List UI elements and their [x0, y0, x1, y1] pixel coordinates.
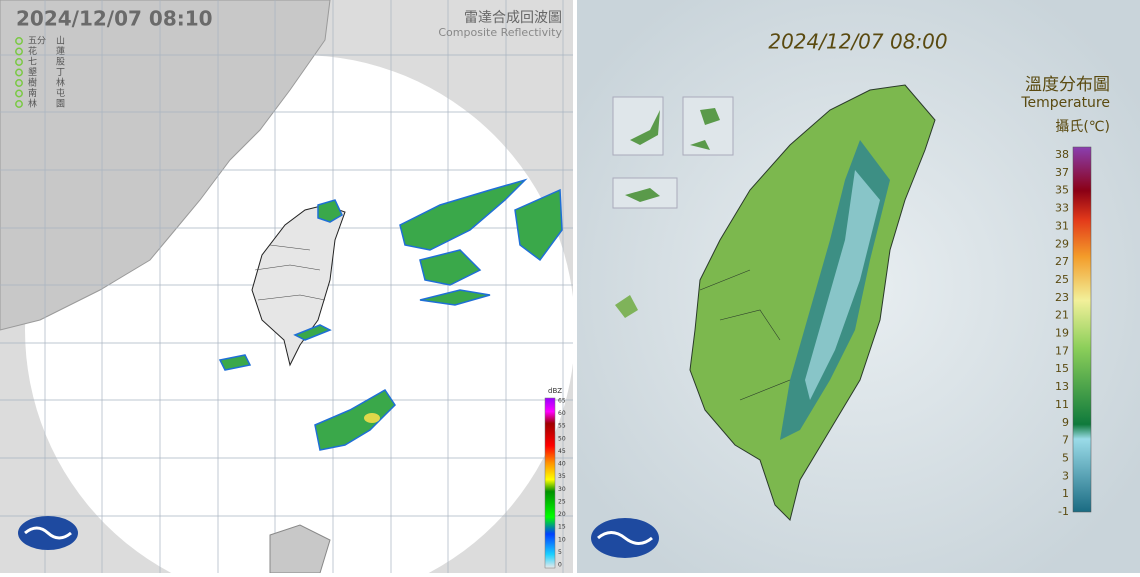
station-marker: [15, 79, 23, 87]
temperature-tick-label: 21: [1055, 309, 1069, 322]
station-name: 五分: [28, 36, 46, 47]
temperature-tick-label: 17: [1055, 344, 1069, 357]
station-name: 七: [28, 57, 37, 68]
temperature-tick-label: 15: [1055, 362, 1069, 375]
station-name: 花: [28, 45, 37, 57]
dbz-tick-label: 15: [558, 524, 566, 531]
dbz-tick-label: 25: [558, 498, 566, 505]
temperature-tick-label: 38: [1055, 148, 1069, 161]
temperature-unit: 攝氏(℃): [1055, 119, 1110, 135]
station-list: 五分 山花 蓮七 股墾 丁樹 林南 屯林園: [15, 36, 65, 110]
dbz-tick-label: 35: [558, 473, 566, 480]
temperature-timestamp: 2024/12/07 08:00: [768, 30, 947, 54]
station-name: 蓮: [56, 45, 65, 57]
temperature-tick-label: 19: [1055, 327, 1069, 340]
temperature-title: 溫度分布圖: [1025, 75, 1110, 95]
dbz-tick-label: 60: [558, 410, 566, 417]
radar-title: 雷達合成回波圖: [464, 10, 562, 26]
station-marker: [15, 58, 23, 66]
temperature-panel: [577, 0, 1140, 573]
dbz-tick-label: 40: [558, 461, 566, 468]
temperature-tick-label: 13: [1055, 380, 1069, 393]
temperature-tick-label: 31: [1055, 219, 1069, 232]
station-name: 園: [56, 99, 65, 110]
station-marker: [15, 89, 23, 98]
temperature-tick-label: 37: [1055, 166, 1069, 179]
temperature-tick-label: 27: [1055, 255, 1069, 268]
dbz-tick-label: 20: [558, 511, 566, 518]
temperature-tick-label: 3: [1062, 469, 1069, 482]
temperature-tick-label: 9: [1062, 416, 1069, 429]
temperature-tick-label: 23: [1055, 291, 1069, 304]
station-name: 樹: [28, 77, 37, 89]
dbz-unit: dBZ: [548, 387, 562, 395]
station-marker: [15, 100, 23, 108]
temperature-tick-label: 1: [1062, 487, 1069, 500]
temperature-tick-label: 7: [1062, 434, 1069, 447]
station-name: 屯: [56, 87, 65, 99]
radar-panel: [0, 0, 573, 573]
station-name: 山: [56, 36, 65, 47]
radar-timestamp: 2024/12/07 08:10: [16, 7, 213, 31]
dbz-tick-label: 10: [558, 536, 566, 543]
dbz-tick-label: 65: [558, 398, 566, 405]
dbz-tick-label: 50: [558, 435, 566, 442]
station-marker: [15, 37, 23, 45]
temperature-tick-label: 33: [1055, 202, 1069, 215]
dbz-colorbar: [544, 397, 556, 569]
station-name: 林: [28, 98, 37, 110]
station-marker: [15, 68, 23, 77]
dbz-tick-label: 5: [558, 549, 562, 556]
dbz-tick-label: 45: [558, 448, 566, 455]
station-name: 股: [56, 57, 65, 68]
dbz-tick-label: 30: [558, 486, 566, 493]
dbz-tick-label: 55: [558, 423, 566, 430]
radar-subtitle: Composite Reflectivity: [438, 26, 562, 39]
temperature-tick-label: 25: [1055, 273, 1069, 286]
temperature-subtitle: Temperature: [1020, 95, 1110, 111]
temperature-colorbar: [1072, 146, 1092, 513]
station-name: 林: [56, 77, 65, 89]
dbz-tick-label: 0: [558, 562, 562, 569]
temperature-tick-label: 29: [1055, 237, 1069, 250]
temperature-tick-label: 11: [1055, 398, 1069, 411]
station-name: 墾: [28, 66, 37, 78]
temperature-tick-label: 35: [1055, 184, 1069, 197]
temperature-tick-label: 5: [1062, 451, 1069, 464]
station-name: 南: [28, 87, 37, 99]
temperature-tick-label: -1: [1058, 505, 1069, 518]
station-name: 丁: [56, 68, 65, 78]
station-marker: [15, 47, 23, 56]
